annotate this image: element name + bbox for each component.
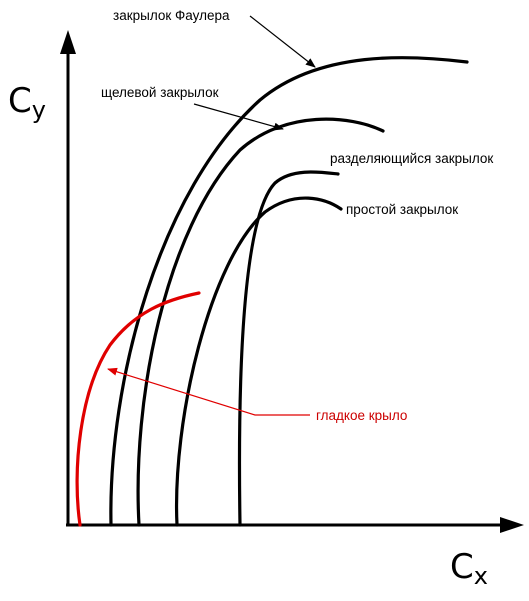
slotted-flap-label: щелевой закрылок [101, 85, 219, 100]
split-flap-curve [237, 170, 340, 527]
y-axis-arrowhead [60, 30, 76, 54]
polar-curves [75, 56, 469, 527]
plain-flap-curve [174, 196, 343, 527]
slotted-flap-curve [136, 117, 385, 527]
pointers [107, 15, 316, 416]
plain-flap-label: простой закрылок [346, 202, 458, 217]
smooth-wing-curve [75, 291, 201, 527]
axes [60, 30, 524, 533]
split-flap-label: разделяющийся закрылок [330, 151, 493, 166]
x-axis-arrowhead [500, 517, 524, 533]
fowler-pointer [249, 15, 316, 68]
smooth-wing-label: гладкое крыло [316, 408, 407, 423]
x-axis-label: Cx [450, 547, 488, 590]
y-axis-label: Cy [8, 81, 46, 124]
smooth-wing-pointer [107, 367, 310, 416]
fowler-flap-label: закрылок Фаулера [113, 8, 230, 23]
fowler-flap-curve [109, 56, 469, 527]
slotted-pointer [193, 103, 284, 131]
